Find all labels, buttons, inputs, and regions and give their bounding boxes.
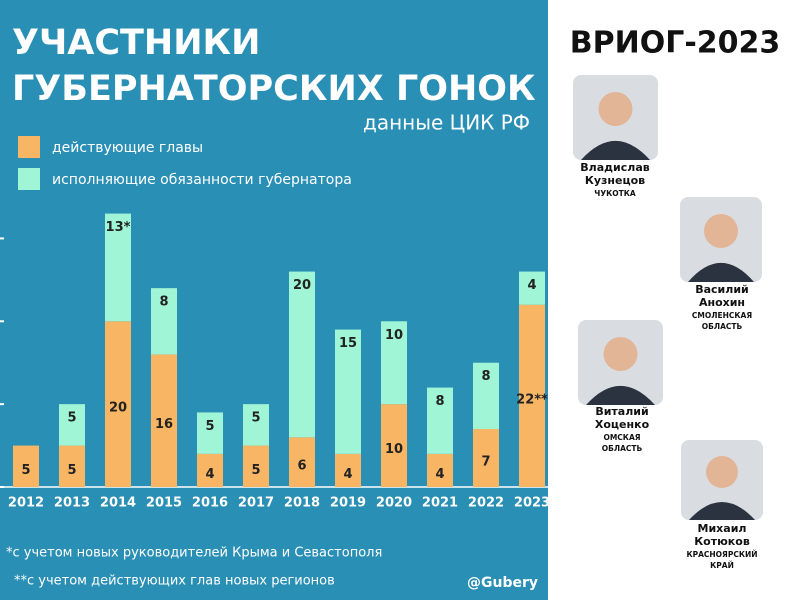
bar-segment: [105, 321, 131, 487]
x-tick-label: 2014: [100, 496, 136, 511]
side-title: ВРИОГ-2023: [570, 26, 781, 61]
bar-segment: [243, 445, 269, 487]
x-tick-label: 2022: [468, 496, 504, 511]
data-label: 5: [67, 463, 76, 478]
chart-panel: [0, 0, 548, 600]
data-label: 7: [481, 455, 490, 470]
person-name: Виталий: [595, 405, 648, 418]
bar-segment: [427, 453, 453, 487]
person-name: Василий: [695, 283, 749, 296]
bar-segment: [289, 271, 315, 438]
person-name: Кузнецов: [585, 174, 645, 187]
bar-segment: [473, 362, 499, 429]
portrait-body: [586, 385, 655, 405]
data-label: 10: [385, 442, 403, 457]
legend-label: действующие главы: [52, 140, 203, 156]
legend-swatch: [18, 136, 40, 158]
data-label: 20: [293, 278, 311, 293]
person-name: Анохин: [699, 296, 745, 309]
bar-segment: [335, 453, 361, 487]
portrait-head: [603, 337, 638, 371]
legend-swatch: [18, 168, 40, 190]
person-name: Котюков: [694, 535, 750, 548]
bar-segment: [381, 404, 407, 487]
portrait-head: [706, 456, 738, 488]
data-label: 6: [297, 459, 306, 474]
x-tick-label: 2016: [192, 496, 228, 511]
data-label: 20: [109, 401, 127, 416]
bar-segment: [151, 354, 177, 487]
bar-segment: [519, 271, 545, 305]
bar-segment: [197, 453, 223, 487]
data-label: 5: [251, 411, 260, 426]
x-tick-label: 2020: [376, 496, 412, 511]
person-name: Михаил: [698, 522, 747, 535]
bar-segment: [59, 445, 85, 487]
x-tick-label: 2015: [146, 496, 182, 511]
data-label: 5: [205, 419, 214, 434]
bar-segment: [335, 329, 361, 454]
x-tick-label: 2019: [330, 496, 366, 511]
chart-title: ГУБЕРНАТОРСКИХ ГОНОК: [12, 69, 536, 109]
portrait-body: [581, 140, 650, 160]
person-region: ОБЛАСТЬ: [702, 322, 743, 331]
bar-segment: [13, 445, 39, 487]
data-label: 4: [527, 278, 536, 293]
bar-segment: [519, 304, 545, 487]
person-region: КРАСНОЯРСКИЙ: [686, 550, 757, 559]
bar-segment: [381, 321, 407, 405]
person-region: КРАЙ: [710, 561, 734, 570]
portrait-body: [688, 262, 754, 282]
person-region: ОМСКАЯ: [603, 433, 640, 442]
person-region: ОБЛАСТЬ: [602, 444, 643, 453]
data-label: 10: [385, 328, 403, 343]
footnote: **с учетом действующих глав новых регион…: [14, 574, 335, 589]
credit: @Gubery: [467, 575, 538, 591]
portrait-head: [704, 214, 738, 248]
bar-segment: [105, 213, 131, 322]
chart-title: УЧАСТНИКИ: [12, 23, 260, 63]
bar-segment: [427, 387, 453, 454]
data-label: 4: [205, 467, 214, 482]
data-label: 5: [67, 411, 76, 426]
data-label: 5: [21, 463, 30, 478]
bar-segment: [243, 404, 269, 446]
footnote: *с учетом новых руководителей Крыма и Се…: [6, 546, 382, 561]
chart-subtitle: данные ЦИК РФ: [363, 111, 530, 135]
data-label: 8: [159, 295, 168, 310]
person-region: СМОЛЕНСКАЯ: [692, 311, 752, 320]
bar-segment: [289, 437, 315, 487]
bar-segment: [197, 412, 223, 454]
portrait-body: [689, 502, 755, 520]
data-label: 13*: [106, 220, 131, 235]
x-tick-label: 2023: [514, 496, 550, 511]
data-label: 16: [155, 417, 173, 432]
person-name: Владислав: [580, 161, 649, 174]
data-label: 4: [343, 467, 352, 482]
data-label: 4: [435, 467, 444, 482]
person-name: Хоценко: [595, 418, 650, 431]
data-label: 22**: [516, 392, 548, 407]
bar-segment: [473, 429, 499, 487]
bar-segment: [59, 404, 85, 446]
x-tick-label: 2017: [238, 496, 274, 511]
x-tick-label: 2021: [422, 496, 458, 511]
person-region: ЧУКОТКА: [594, 189, 636, 198]
x-tick-label: 2012: [8, 496, 44, 511]
bar-segment: [151, 288, 177, 355]
x-tick-label: 2018: [284, 496, 320, 511]
data-label: 8: [481, 369, 490, 384]
portrait-head: [598, 92, 633, 126]
x-tick-label: 2013: [54, 496, 90, 511]
legend-label: исполняющие обязанности губернатора: [52, 172, 352, 188]
data-label: 8: [435, 394, 444, 409]
data-label: 15: [339, 336, 357, 351]
data-label: 5: [251, 463, 260, 478]
